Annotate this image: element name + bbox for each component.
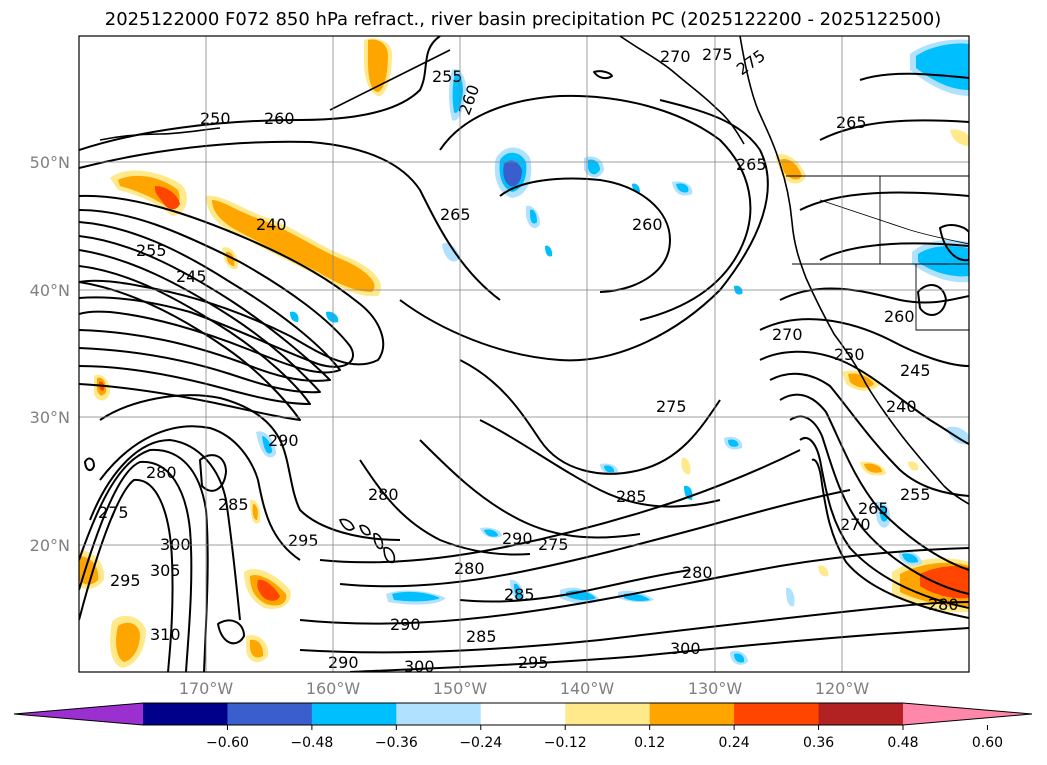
lat-label-30n: 30°N (30, 408, 70, 427)
contour-label: 260 (632, 215, 663, 234)
contour-label: 290 (502, 529, 533, 548)
contour-label: 280 (928, 595, 959, 614)
colorbar-swatch (227, 703, 313, 725)
colorbar-tick-label: 0.12 (634, 735, 665, 751)
lon-label-120w: 120°W (815, 679, 870, 698)
contour-label: 260 (884, 307, 915, 326)
contour-label: 285 (466, 627, 497, 646)
figure-title: 2025122000 F072 850 hPa refract., river … (105, 9, 941, 30)
map-frame (78, 35, 970, 673)
contour-label: 275 (656, 397, 687, 416)
colorbar-tick-label: −0.12 (544, 735, 587, 751)
contour-label: 290 (268, 431, 299, 450)
contour-label: 285 (504, 585, 535, 604)
contour-label: 295 (518, 653, 549, 672)
contour-label: 295 (288, 531, 319, 550)
lon-label-160w: 160°W (306, 679, 361, 698)
contour-label: 240 (886, 397, 917, 416)
contour-label: 300 (670, 639, 701, 658)
colorbar-swatch (143, 703, 228, 725)
colorbar-swatch (734, 703, 820, 725)
refractivity-contours (79, 36, 969, 672)
latitude-labels: 50°N 40°N 30°N 20°N (30, 153, 70, 555)
political-borders (786, 175, 969, 331)
contour-label: 280 (454, 559, 485, 578)
contour-labels: 275 270 275 255 260 250 260 265 265 240 … (98, 44, 959, 676)
contour-label: 270 (660, 47, 691, 66)
contour-label: 250 (834, 345, 865, 364)
colorbar-tick-label: 0.24 (719, 735, 750, 751)
contour-label: 285 (218, 495, 249, 514)
colorbar-ticks: −0.60 −0.48 −0.36 −0.24 −0.12 0.12 0.24 0.36 0.4… (206, 725, 1003, 751)
contour-label: 270 (772, 325, 803, 344)
colorbar-swatch (311, 703, 397, 725)
contour-label: 265 (858, 499, 889, 518)
contour-label: 245 (176, 267, 207, 286)
longitude-labels: 170°W 160°W 150°W 140°W 130°W 120°W (179, 679, 870, 698)
colorbar-swatch (480, 703, 566, 725)
colorbar-tick-label: 0.36 (803, 735, 834, 751)
lon-label-170w: 170°W (179, 679, 234, 698)
lon-label-140w: 140°W (560, 679, 615, 698)
colorbar-swatch (818, 703, 904, 725)
lat-label-50n: 50°N (30, 153, 70, 172)
contour-label: 270 (840, 515, 871, 534)
lat-label-20n: 20°N (30, 536, 70, 555)
colorbar-extend-low (14, 703, 143, 725)
contour-label: 285 (616, 487, 647, 506)
colorbar-swatch (565, 703, 651, 725)
contour-label: 295 (110, 571, 141, 590)
colorbar-extend-high (903, 703, 1032, 725)
colorbar-tick-label: 0.48 (887, 735, 918, 751)
colorbar-tick-label: −0.24 (459, 735, 502, 751)
contour-label: 280 (146, 463, 177, 482)
lat-label-40n: 40°N (30, 281, 70, 300)
colorbar-tick-label: −0.48 (290, 735, 333, 751)
contour-label: 280 (368, 485, 399, 504)
colorbar-outline (13, 702, 1033, 726)
contour-label: 255 (900, 485, 931, 504)
contour-label: 275 (98, 503, 129, 522)
contour-label: 290 (328, 653, 359, 672)
contour-label: 300 (404, 657, 435, 676)
colorbar-swatch (396, 703, 482, 725)
lon-label-130w: 130°W (688, 679, 743, 698)
contour-label: 265 (736, 155, 767, 174)
colorbar-tick-label: −0.36 (375, 735, 418, 751)
contour-label: 310 (150, 625, 181, 644)
contour-label: 305 (150, 561, 181, 580)
colorbar-tick-label: 0.60 (972, 735, 1003, 751)
contour-label: 245 (900, 361, 931, 380)
colorbar-swatch (649, 703, 735, 725)
contour-label: 290 (390, 615, 421, 634)
colorbar: −0.60 −0.48 −0.36 −0.24 −0.12 0.12 0.24 0.36 0.4… (13, 702, 1033, 751)
contour-label: 280 (682, 563, 713, 582)
contour-label: 255 (432, 67, 463, 86)
contour-label: 250 (200, 109, 231, 128)
contour-label: 255 (136, 241, 167, 260)
positive-precip-shading (79, 38, 969, 668)
coastlines (99, 36, 969, 564)
contour-label: 260 (264, 109, 295, 128)
colorbar-tick-label: −0.60 (206, 735, 249, 751)
contour-label: 265 (836, 113, 867, 132)
lon-label-150w: 150°W (433, 679, 488, 698)
graticule (79, 36, 969, 672)
colorbar-swatches (14, 703, 1032, 725)
contour-label: 240 (256, 215, 287, 234)
contour-label: 265 (440, 205, 471, 224)
contour-label: 275 (702, 45, 733, 64)
